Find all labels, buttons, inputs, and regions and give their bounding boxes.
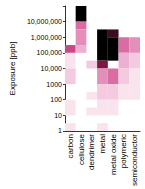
svg-text:1: 1: [58, 127, 62, 134]
svg-text:1,000,000: 1,000,000: [31, 34, 62, 41]
svg-text:10,000: 10,000: [41, 65, 63, 72]
svg-text:cellulose: cellulose: [77, 133, 86, 165]
svg-text:dendrimer: dendrimer: [87, 134, 96, 170]
svg-text:semiconductor: semiconductor: [130, 134, 139, 186]
svg-text:metal oxide: metal oxide: [109, 133, 118, 174]
svg-text:metal: metal: [98, 134, 107, 154]
svg-text:100,000: 100,000: [37, 49, 62, 56]
svg-text:100: 100: [50, 96, 62, 103]
svg-text:1000: 1000: [46, 81, 62, 88]
svg-text:Exposure [ppb]: Exposure [ppb]: [8, 42, 17, 96]
svg-text:10,000,000: 10,000,000: [27, 18, 62, 25]
svg-text:polymeric: polymeric: [119, 134, 128, 168]
svg-text:10: 10: [54, 112, 62, 119]
svg-text:carbon: carbon: [66, 134, 75, 158]
